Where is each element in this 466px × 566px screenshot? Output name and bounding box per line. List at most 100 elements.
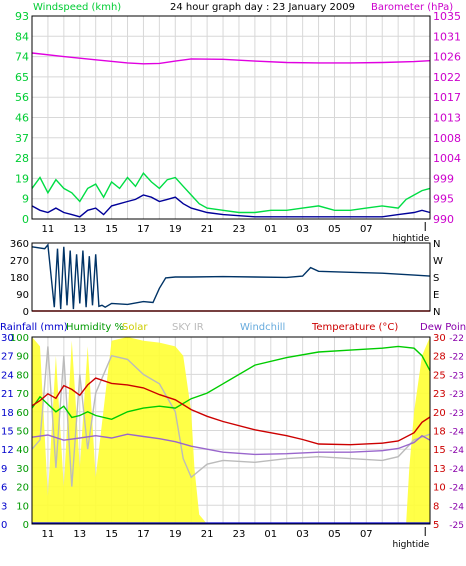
series-area [32,337,430,524]
left-tick-label: 30 [16,464,29,475]
left-tick-label: 90 [16,290,29,301]
left-tick-label: 28 [15,152,29,165]
x-tick-label: 17 [137,224,150,235]
left-tick-label: 40 [16,445,29,456]
right-tick-label: 999 [433,172,454,185]
x-tick-label: 11 [42,529,55,540]
left-tick-label: 80 [16,370,29,381]
left-tick-label: 360 [10,239,29,250]
x-tick-label: 23 [233,224,246,235]
dew-point-tick-label: -24 [449,484,464,494]
rainfall-tick-label: 6 [1,483,7,494]
left-tick-label: 100 [10,333,29,344]
left-tick-label: 74 [15,51,29,64]
right-tick-label: 25 [433,370,446,381]
dew-point-tick-label: -24 [449,465,464,475]
dew-point-tick-label: -24 [449,502,464,512]
series-line [31,194,431,218]
x-tick-label: 05 [328,529,341,540]
right-tick-label: 1022 [433,71,461,84]
plot-border [31,336,431,525]
right-tick-label: 8 [433,501,439,512]
rainfall-tick-label: 24 [1,370,14,381]
left-tick-label: 65 [15,71,29,84]
rainfall-tick-label: 3 [1,501,7,512]
left-tick-label: 180 [10,273,29,284]
rainfall-tick-label: 18 [1,408,14,419]
left-tick-label: 270 [10,256,29,267]
left-tick-label: 19 [15,172,29,185]
wind-direction-panel: 0 N 90 E 180 S 270 W 360 N [10,239,443,318]
x-tick-label: 03 [296,224,309,235]
right-tick-label: 18 [433,427,446,438]
x-tick-label: 01 [264,224,277,235]
dew-point-tick-label: -24 [449,428,464,438]
left-tick-label: 60 [16,408,29,419]
plot-border [31,15,431,220]
windspeed-axis-label: Windspeed (kmh) [33,2,121,13]
left-tick-label: 9 [22,193,29,206]
right-tick-label: N [433,307,440,318]
x-tick-label: 01 [264,529,277,540]
series-line [31,172,431,214]
left-tick-label: 46 [15,112,29,125]
rainfall-tick-label: 30 [1,333,14,344]
right-tick-label: 1017 [433,91,461,104]
left-tick-label: 0 [23,520,29,531]
left-tick-label: 10 [16,501,29,512]
dew-point-tick-label: -23 [449,409,464,419]
rainfall-tick-label: 21 [1,389,14,400]
right-tick-label: 1008 [433,132,461,145]
left-tick-label: 37 [15,132,29,145]
right-tick-label: 15 [433,445,446,456]
right-tick-label: 30 [433,333,446,344]
rainfall-tick-label: 12 [1,445,14,456]
left-tick-label: 70 [16,389,29,400]
right-tick-label: 995 [433,193,454,206]
rainfall-label: Rainfall (mm) [0,322,68,333]
chart-title: 24 hour graph day : 23 January 2009 [170,2,355,13]
right-tick-label: W [433,256,443,267]
right-tick-label: S [433,273,439,284]
left-tick-label: 93 [15,10,29,23]
dew-point-tick-label: -24 [449,446,464,456]
x-tick-label: 03 [296,529,309,540]
solar-label: Solar [122,322,148,333]
x-tick-label: 07 [360,224,373,235]
left-tick-label: 56 [15,91,29,104]
dew-point-tick-label: -23 [449,390,464,400]
rainfall-tick-label: 15 [1,427,14,438]
series-line [31,243,431,310]
right-tick-label: 1004 [433,152,461,165]
sky-ir-label: SKY IR [172,322,204,333]
left-tick-label: 50 [16,427,29,438]
right-tick-label: 10 [433,483,446,494]
windchill-label: Windchill [240,322,285,333]
x-tick-label: 17 [137,529,150,540]
dew-point-tick-label: -23 [449,371,464,381]
right-tick-label: 5 [433,520,439,531]
right-tick-label: 1035 [433,10,461,23]
right-tick-label: 13 [433,464,446,475]
series-line [31,377,431,446]
x-tick-label: 15 [105,529,118,540]
right-tick-label: 1026 [433,51,461,64]
x-tick-label: 19 [169,224,182,235]
tide-label: hightide [392,234,429,244]
right-tick-label: 20 [433,408,446,419]
right-tick-label: E [433,290,439,301]
left-tick-label: 20 [16,483,29,494]
series-line [31,433,431,456]
tide-label: hightide [392,540,429,550]
x-tick-label: 05 [328,224,341,235]
series-line [31,345,431,421]
x-tick-label: 23 [233,529,246,540]
right-tick-label: 1031 [433,30,461,43]
left-tick-label: 0 [23,307,29,318]
x-tick-label: 13 [73,224,86,235]
left-tick-label: 0 [22,213,29,226]
dew-point-tick-label: -22 [449,353,464,363]
right-tick-label: 23 [433,389,446,400]
